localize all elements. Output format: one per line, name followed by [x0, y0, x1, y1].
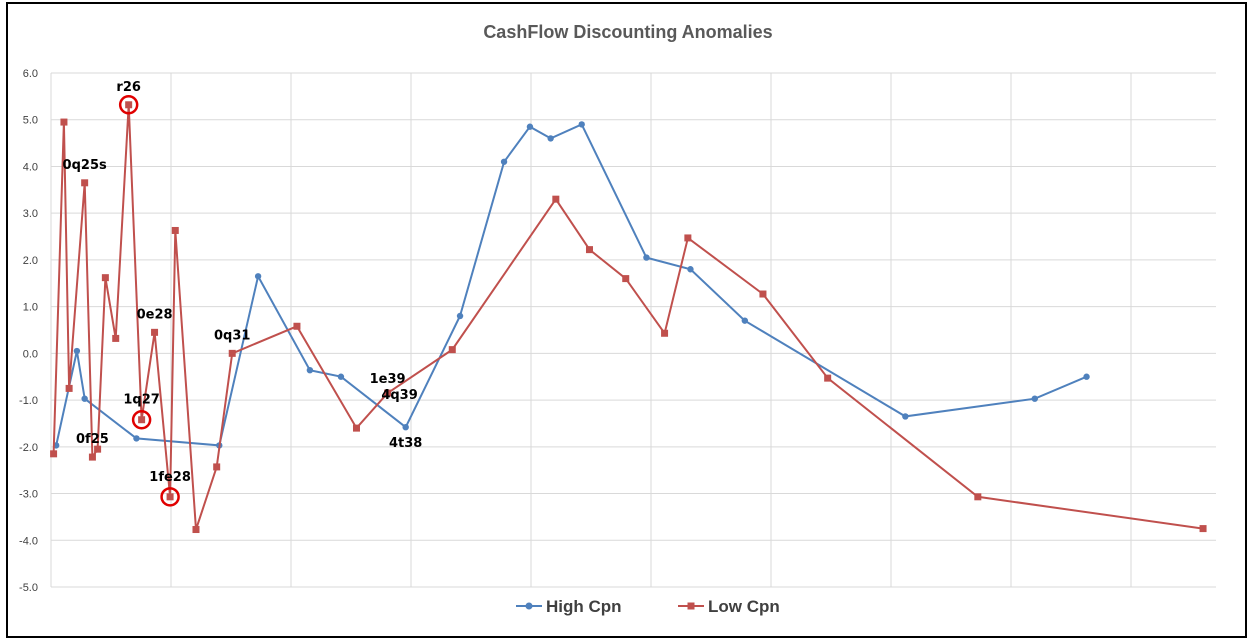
data-point — [547, 135, 554, 142]
y-tick-label: -2.0 — [19, 442, 38, 454]
y-tick-label: -4.0 — [19, 535, 38, 547]
series-line — [52, 104, 1204, 530]
data-point — [585, 246, 593, 254]
annotation-label: 1e39 — [370, 372, 406, 387]
data-point — [500, 158, 508, 165]
data-point — [166, 493, 174, 501]
y-tick-label: -1.0 — [19, 395, 38, 407]
grid-layer — [50, 72, 1216, 588]
data-point — [112, 334, 120, 342]
data-point — [578, 121, 585, 128]
chart-svg: 6.0 5.0 4.0 3.0 2.0 1.0 0.0 -1.0 -2.0 -3.0 -4.0 -5.… — [19, 22, 1216, 616]
annotation-label: 0q31 — [214, 328, 250, 343]
data-point — [1199, 525, 1207, 533]
data-point — [402, 423, 409, 431]
y-tick-label: -3.0 — [19, 489, 38, 501]
data-point — [526, 123, 534, 130]
series-line — [55, 123, 1087, 447]
data-point — [1083, 373, 1090, 380]
y-tick-label: 4.0 — [23, 161, 38, 173]
data-point — [622, 275, 630, 283]
data-point — [456, 312, 464, 320]
data-point — [337, 373, 345, 380]
y-tick-label: 5.0 — [23, 115, 38, 127]
data-point — [171, 226, 179, 234]
annotation-label: r26 — [116, 80, 141, 95]
data-point — [81, 179, 89, 187]
legend-label: Low Cpn — [708, 597, 780, 616]
y-tick-label: 1.0 — [23, 302, 38, 314]
data-point — [448, 346, 456, 354]
data-point — [81, 395, 88, 402]
annotation-label: 4t38 — [389, 436, 422, 451]
y-tick-label: 6.0 — [23, 68, 38, 80]
data-point — [94, 445, 102, 453]
data-point — [125, 101, 133, 109]
legend-marker — [525, 602, 533, 610]
data-point — [101, 274, 109, 282]
data-point — [151, 328, 159, 336]
y-tick-label: 0.0 — [23, 348, 38, 360]
data-point — [213, 463, 221, 471]
annotation-label: 1fe28 — [149, 470, 191, 485]
y-tick-labels: 6.0 5.0 4.0 3.0 2.0 1.0 0.0 -1.0 -2.0 -3.0 -4.0 -5.… — [19, 68, 38, 594]
data-point — [192, 526, 200, 534]
data-point — [759, 290, 767, 298]
data-point — [824, 374, 832, 382]
annotation-label: 0f25 — [76, 432, 109, 447]
data-point — [138, 416, 146, 424]
data-point — [902, 413, 909, 420]
annotation-label: 0e28 — [137, 307, 173, 322]
legend-entry: High Cpn — [516, 597, 622, 616]
data-point — [60, 118, 68, 126]
chart-frame: 6.0 5.0 4.0 3.0 2.0 1.0 0.0 -1.0 -2.0 -3.0 -4.0 -5.… — [6, 2, 1247, 638]
legend-label: High Cpn — [546, 597, 622, 616]
legend-entry: Low Cpn — [678, 597, 780, 616]
y-tick-label: 3.0 — [23, 208, 38, 220]
data-point — [65, 384, 73, 392]
annotation-label: 0q25s — [63, 158, 107, 173]
data-point — [552, 195, 560, 203]
data-point — [50, 450, 58, 458]
data-point — [306, 366, 314, 374]
data-point — [684, 234, 692, 242]
data-point — [88, 453, 96, 461]
highlight-circle — [160, 487, 180, 507]
data-point — [741, 317, 749, 324]
annotation-label: 1q27 — [123, 393, 159, 408]
series-high-cpn — [52, 121, 1090, 449]
legend-marker — [687, 602, 695, 610]
data-point — [73, 347, 81, 355]
data-point — [228, 349, 236, 357]
series-low-cpn — [50, 101, 1207, 534]
series-layer — [50, 101, 1207, 534]
data-point — [384, 389, 392, 397]
data-point — [974, 493, 982, 501]
y-tick-label: 2.0 — [23, 255, 38, 267]
data-point — [687, 266, 694, 273]
data-point — [643, 254, 650, 261]
data-point — [254, 273, 262, 280]
data-point — [661, 329, 669, 337]
data-point — [1031, 395, 1038, 402]
highlight-circle — [118, 95, 139, 115]
y-tick-label: -5.0 — [19, 582, 38, 594]
legend: High Cpn Low Cpn — [516, 597, 780, 616]
data-point — [352, 424, 360, 432]
annotation-label: 4q39 — [381, 388, 417, 403]
data-point — [293, 322, 301, 330]
highlight-circle — [131, 409, 152, 430]
data-point — [133, 435, 140, 442]
chart-title: CashFlow Discounting Anomalies — [483, 22, 772, 42]
